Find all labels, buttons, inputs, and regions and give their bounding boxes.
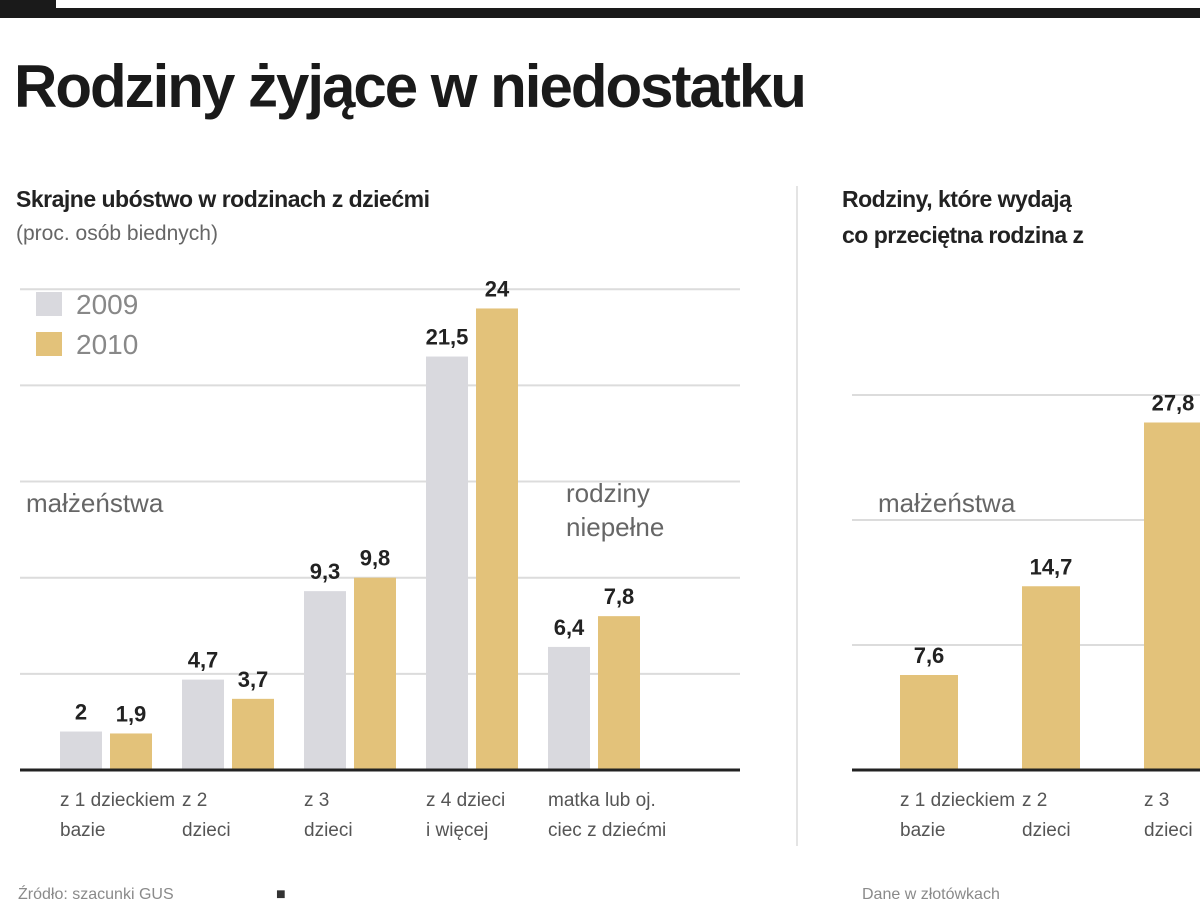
bar <box>1144 422 1200 770</box>
data-label: 7,8 <box>604 584 635 609</box>
left-chart: 2 1,9 z 1 dzieckiem bazie 4,7 3,7 z 2 dzieci 9,3… <box>20 276 740 841</box>
group-label: niepełne <box>566 512 664 542</box>
bar <box>60 731 102 770</box>
category-label: i więcej <box>426 820 488 841</box>
category-label: dzieci <box>1022 820 1071 841</box>
data-label: 21,5 <box>426 325 469 350</box>
category-label: bazie <box>60 820 105 841</box>
page-title: Rodziny żyjące w niedostatku <box>14 53 807 120</box>
category-label: matka lub oj. <box>548 790 656 811</box>
data-label: 3,7 <box>238 667 269 692</box>
category-label: z 3 <box>304 790 329 811</box>
right-chart: 7,6 z 1 dzieckiem bazie 14,7 z 2 dzieci 27,8 z … <box>852 391 1200 841</box>
bar <box>354 577 396 770</box>
category-label: dzieci <box>1144 820 1193 841</box>
group-label: małżeństwa <box>26 488 164 518</box>
bar <box>900 675 958 770</box>
top-rule <box>0 8 1200 18</box>
category-label: z 2 <box>1022 790 1047 811</box>
category-label: dzieci <box>304 820 353 841</box>
source-mark: ■ <box>276 886 286 903</box>
bar <box>1022 586 1080 770</box>
data-label: 6,4 <box>554 615 585 640</box>
bar <box>232 698 274 770</box>
data-label: 1,9 <box>116 701 147 726</box>
category-label: z 3 <box>1144 790 1169 811</box>
data-label: 9,8 <box>360 546 391 571</box>
source-note-right: Dane w złotówkach <box>862 886 1000 903</box>
category-label: ciec z dziećmi <box>548 820 666 841</box>
data-label: 14,7 <box>1030 554 1073 579</box>
right-chart-title-line2: co przeciętna rodzina z <box>842 222 1084 248</box>
group-label: rodziny <box>566 478 650 508</box>
bar <box>304 591 346 770</box>
legend-label: 2009 <box>76 289 138 320</box>
bar <box>548 646 590 770</box>
bar <box>182 679 224 770</box>
legend-label: 2010 <box>76 329 138 360</box>
data-label: 9,3 <box>310 559 341 584</box>
data-label: 2 <box>75 700 87 725</box>
category-label: z 1 dzieckiem <box>60 790 175 811</box>
data-label: 7,6 <box>914 643 945 668</box>
data-label: 27,8 <box>1152 391 1195 416</box>
data-label: 4,7 <box>188 648 219 673</box>
chart-divider <box>796 186 798 846</box>
bar <box>426 356 468 770</box>
source-note-left: Źródło: szacunki GUS <box>18 886 174 903</box>
category-label: z 4 dzieci <box>426 790 505 811</box>
category-label: dzieci <box>182 820 231 841</box>
bar <box>110 733 152 770</box>
category-label: z 2 <box>182 790 207 811</box>
category-label: bazie <box>900 820 945 841</box>
data-label: 24 <box>485 276 510 301</box>
bar <box>476 308 518 770</box>
category-label: z 1 dzieckiem <box>900 790 1015 811</box>
left-chart-subtitle: (proc. osób biednych) <box>16 222 218 245</box>
legend-swatch <box>36 292 62 316</box>
legend-swatch <box>36 332 62 356</box>
bar <box>598 616 640 770</box>
right-chart-title: Rodziny, które wydają <box>842 186 1072 212</box>
group-label: małżeństwa <box>878 488 1016 518</box>
left-chart-title: Skrajne ubóstwo w rodzinach z dziećmi <box>16 186 430 212</box>
